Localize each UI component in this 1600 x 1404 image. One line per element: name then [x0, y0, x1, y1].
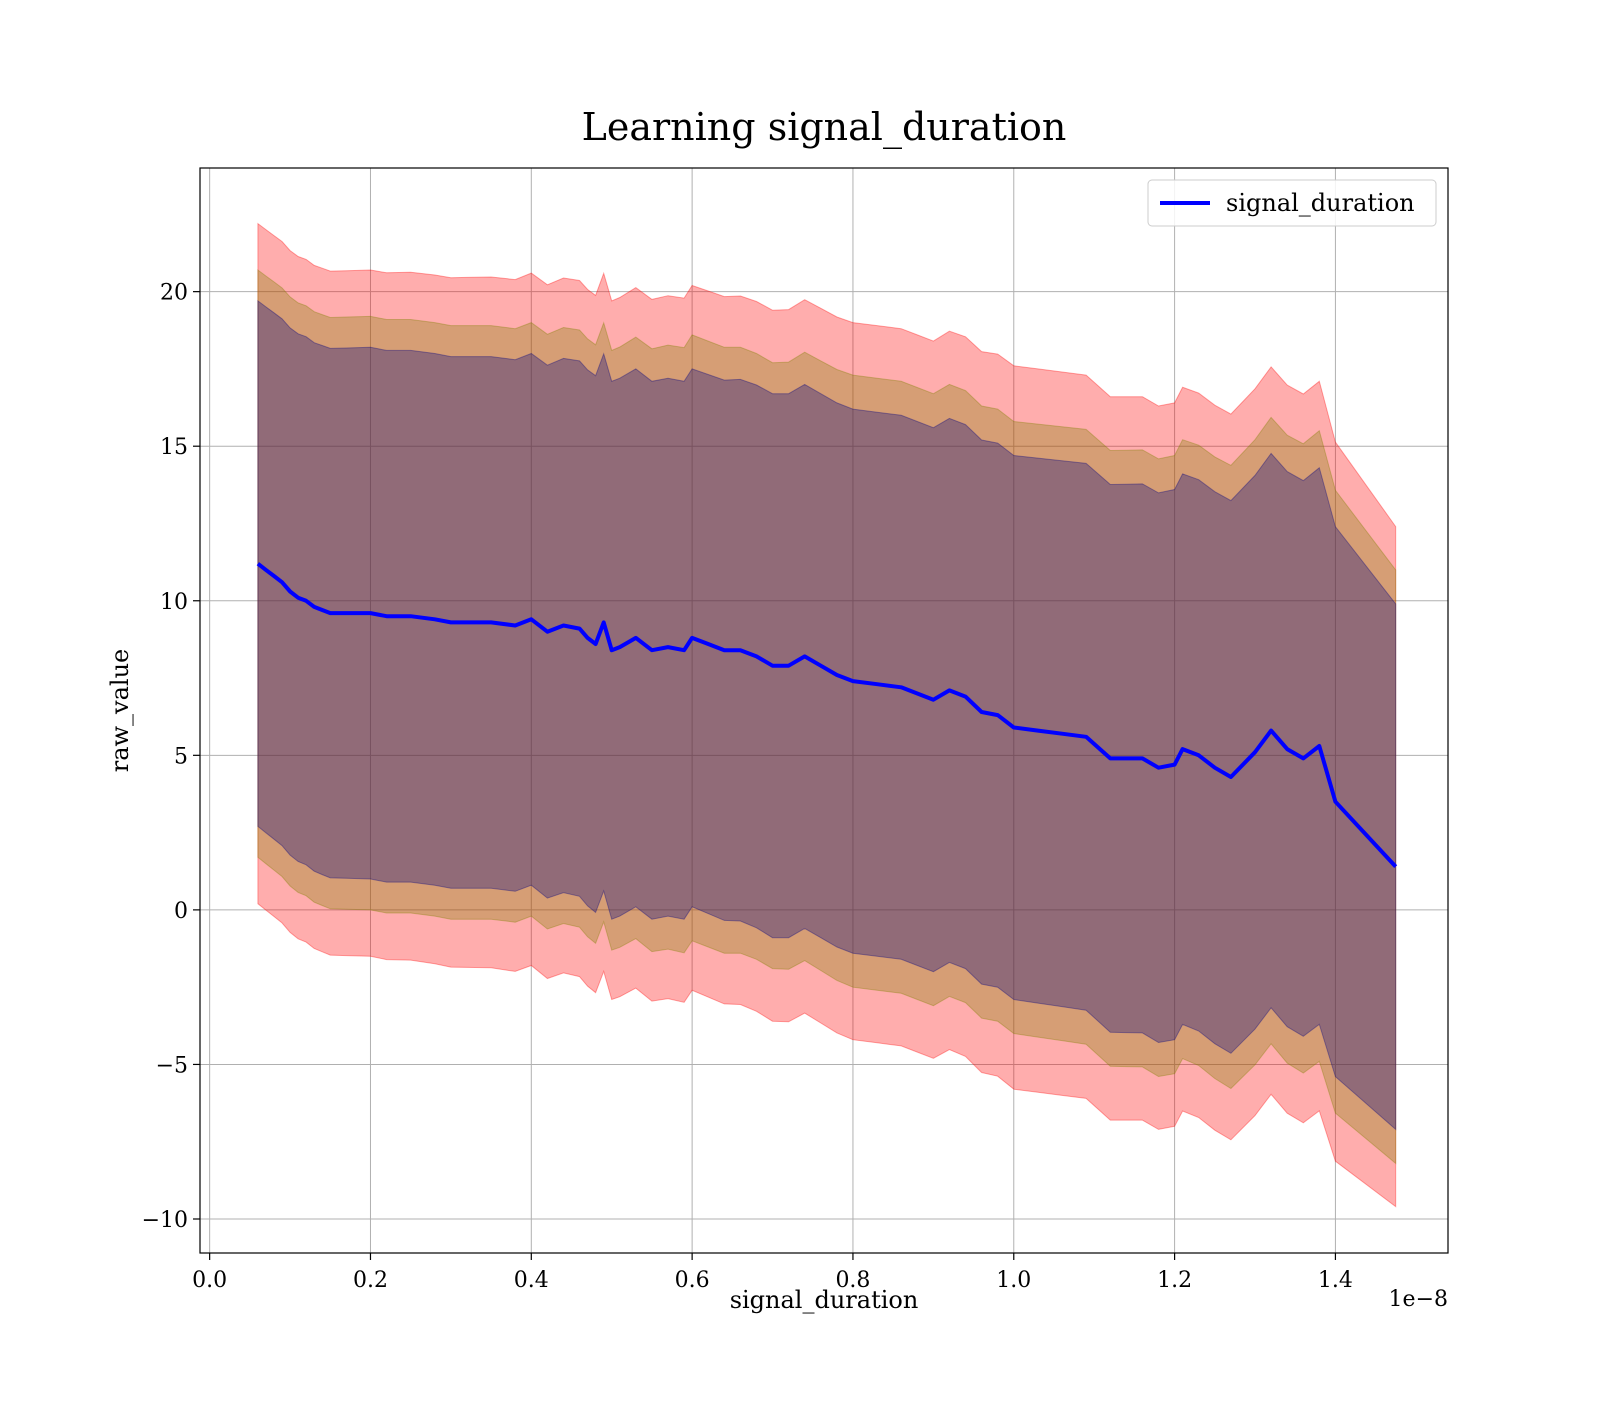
- confidence-band-2: [257, 299, 1397, 1131]
- x-tick-label: 0.4: [514, 1268, 549, 1293]
- confidence-bands: [257, 222, 1397, 1208]
- x-tick-label: 0.2: [353, 1268, 388, 1293]
- y-tick-label: 0: [174, 899, 188, 924]
- confidence-band-0: [257, 222, 1397, 1208]
- x-tick-label: 0.6: [675, 1268, 710, 1293]
- x-axis-label: signal_duration: [730, 1286, 919, 1314]
- series-lines: [256, 562, 1398, 868]
- y-tick-label: 20: [160, 281, 188, 306]
- y-tick-label: 15: [160, 435, 188, 460]
- grid: [200, 168, 1448, 1253]
- y-tick-label: 10: [160, 590, 188, 615]
- legend-label: signal_duration: [1226, 189, 1415, 217]
- legend-box: [1147, 179, 1437, 227]
- x-axis-ticks: 0.0 0.2 0.4 0.6 0.8 1.0 1.2 1.4: [192, 1253, 1353, 1293]
- x-tick-label: 1.4: [1318, 1268, 1353, 1293]
- series-line-signal-duration: [256, 562, 1398, 868]
- x-axis-offset-text: 1e−8: [1389, 1287, 1448, 1312]
- y-tick-label: −10: [142, 1208, 188, 1233]
- y-axis-ticks: −10 −5 0 5 10 15 20: [142, 281, 200, 1233]
- x-tick-label: 1.0: [996, 1268, 1031, 1293]
- y-tick-label: 5: [174, 744, 188, 769]
- x-tick-label: 1.2: [1157, 1268, 1192, 1293]
- x-tick-label: 0.0: [192, 1268, 227, 1293]
- y-tick-label: −5: [156, 1053, 188, 1078]
- chart-title: Learning signal_duration: [582, 105, 1067, 150]
- x-tick-label: 0.8: [835, 1268, 870, 1293]
- plot-frame: [199, 167, 1449, 1254]
- confidence-band-1: [257, 269, 1397, 1165]
- legend: signal_duration: [1147, 179, 1437, 227]
- y-axis-label: raw_value: [106, 649, 134, 773]
